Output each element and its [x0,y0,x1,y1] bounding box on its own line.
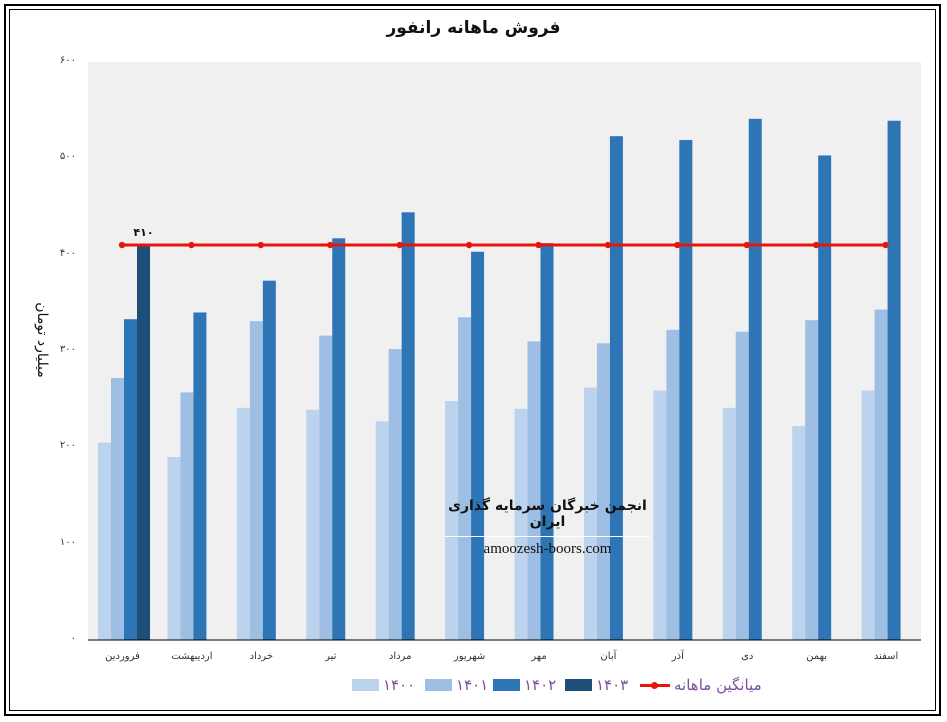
legend: میانگین ماهانه ۱۴۰۰ ۱۴۰۱ ۱۴۰۲ ۱۴۰۳ [0,673,947,697]
y-tick-label: ۰ [70,633,76,644]
y-tick-label: ۶۰۰ [59,55,76,66]
x-tick-label: شهریور [453,651,486,662]
bar-2-10 [735,331,749,640]
bar-3-10 [748,118,762,640]
bar-3-12 [887,120,901,641]
bar-2-3 [249,321,263,640]
plot-area [88,62,921,640]
x-tick-label: بهمن [806,651,828,662]
bar-1-10 [722,407,736,640]
legend-line-swatch [640,679,670,691]
bar-3-2 [193,312,207,640]
bar-1-1 [98,442,111,640]
bar-2-4 [319,335,333,640]
x-tick-label: اسفند [873,651,899,662]
bar-2-7 [527,341,541,640]
watermark-title: انجمن خبرگان سرمایه گذاری ایران [448,498,647,530]
average-marker-10 [743,241,750,249]
outer-border [4,4,941,716]
bar-1-2 [167,456,181,640]
x-tick-label: مرداد [388,651,412,662]
x-tick-label: خرداد [249,651,274,662]
x-tick-label: تیر [325,651,337,662]
bar-3-6 [471,251,485,640]
bar-2-6 [458,317,472,640]
legend-label: ۱۴۰۲ [524,676,557,694]
watermark-url: amoozesh-boors.com [445,536,650,558]
average-marker-12 [882,241,889,249]
x-tick-label: مهر [531,651,547,662]
average-marker-1 [118,241,126,249]
average-marker-11 [812,241,820,249]
average-marker-6 [465,241,473,249]
bar-2-5 [388,349,402,640]
average-marker-7 [535,241,542,249]
x-tick-label: فروردین [105,651,140,662]
inner-border [9,9,936,711]
bar-3-8 [609,136,623,640]
average-marker-2 [188,241,195,249]
bar-1-3 [236,407,250,640]
bar-3-4 [332,238,346,641]
bar-2-2 [180,392,194,640]
legend-item: ۱۴۰۰ [352,673,415,697]
bar-1-11 [792,426,806,640]
legend-swatch [425,679,452,691]
bar-1-6 [445,401,459,640]
bar-3-3 [262,280,276,640]
average-marker-5 [396,241,403,249]
legend-marker [651,682,658,689]
bar-1-8 [583,387,597,640]
bar-4-1 [137,245,150,641]
legend-swatch [493,679,520,691]
legend-item: ۱۴۰۲ [493,673,556,697]
data-label-1: ۴۱۰ [133,226,153,239]
bar-2-8 [596,343,610,640]
bar-2-1 [111,377,124,640]
legend-item: میانگین ماهانه [640,673,762,697]
average-marker-8 [604,241,612,249]
x-tick-label: اردیبهشت [171,651,213,662]
bar-2-12 [874,309,888,640]
bar-3-11 [818,155,832,640]
y-tick-label: ۵۰۰ [59,151,76,163]
average-marker-9 [674,241,681,249]
legend-label: میانگین ماهانه [674,676,762,694]
bar-1-5 [375,421,389,640]
y-tick-label: ۱۰۰ [59,536,76,548]
legend-label: ۱۴۰۳ [596,676,629,694]
legend-label: ۱۴۰۰ [383,676,416,694]
bar-1-7 [514,408,528,640]
x-tick-label: دی [741,651,754,662]
chart-title: فروش ماهانه رانفور [386,18,561,38]
bar-1-12 [861,390,875,640]
x-tick-label: آذر [671,651,684,662]
bar-2-9 [666,329,680,640]
bar-3-1 [124,319,137,640]
average-marker-4 [327,241,334,249]
bar-3-7 [540,243,554,640]
bar-1-9 [653,390,667,640]
bar-3-9 [679,140,693,640]
legend-item: ۱۴۰۱ [425,673,488,697]
y-tick-label: ۲۰۰ [59,440,76,452]
legend-item: ۱۴۰۳ [565,673,628,697]
bar-2-11 [805,320,819,640]
bar-1-4 [306,409,320,640]
y-tick-label: ۴۰۰ [59,247,76,259]
x-tick-label: آبان [600,651,617,662]
legend-swatch [565,679,592,691]
average-marker-3 [257,241,265,249]
watermark: انجمن خبرگان سرمایه گذاری ایران amoozesh… [445,496,650,558]
legend-swatch [352,679,379,691]
y-tick-label: ۳۰۰ [59,344,76,355]
legend-label: ۱۴۰۱ [456,676,489,694]
bar-3-5 [401,212,415,640]
